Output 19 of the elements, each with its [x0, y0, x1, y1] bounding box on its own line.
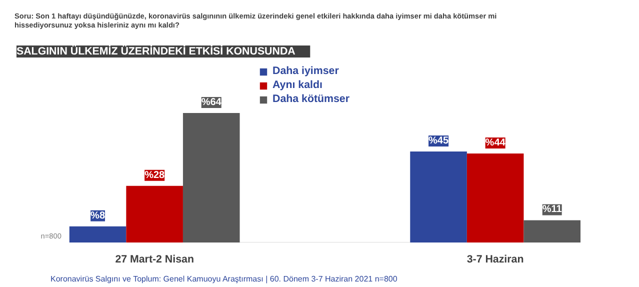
- bar: [466, 153, 524, 242]
- legend-label: Daha kötümser: [272, 92, 350, 106]
- data-label: %28: [144, 170, 166, 181]
- bar: [524, 220, 580, 242]
- bar: [126, 186, 183, 242]
- bar: [69, 226, 126, 242]
- data-label: %11: [542, 204, 562, 216]
- data-label: %8: [90, 210, 106, 222]
- x-tick-label: 27 Mart-2 Nisan: [115, 254, 194, 266]
- x-tick-label: 3-7 Haziran: [466, 254, 524, 266]
- bar: [182, 113, 240, 242]
- data-label: %64: [201, 97, 222, 108]
- data-label: %44: [485, 137, 506, 148]
- data-label: %45: [428, 135, 449, 146]
- legend-label: Daha iyimser: [272, 64, 339, 78]
- chart-title: SALGININ ÜLKEMİZ ÜZERİNDEKİ ETKİSİ KONUSUNDA: [16, 44, 296, 58]
- text: Koronavirüs Salgını ve Toplum: Genel Kamuoyu Araştırması | 60. Dönem 3-7 Haziran 2021 n=800: [50, 274, 398, 284]
- legend-label: Aynı kaldı: [272, 78, 322, 92]
- bar: [410, 151, 467, 242]
